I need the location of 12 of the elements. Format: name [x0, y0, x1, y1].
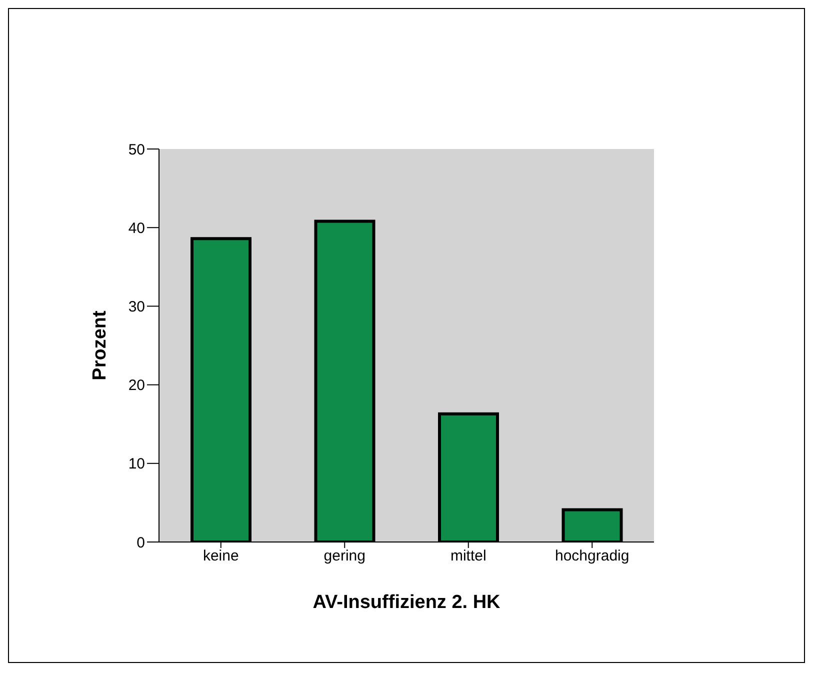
y-axis-title: Prozent [90, 310, 111, 380]
x-axis-title: AV-Insuffizienz 2. HK [312, 592, 501, 613]
x-tick-label: mittel [450, 548, 486, 565]
x-tick-label: keine [202, 548, 239, 565]
y-tick-label: 30 [128, 298, 145, 316]
y-tick-label: 10 [128, 456, 145, 473]
y-tick-label: 50 [128, 141, 145, 158]
y-tick-label: 40 [128, 220, 145, 237]
y-tick-label: 0 [136, 534, 145, 552]
x-tick-label: gering [324, 548, 366, 565]
y-tick-label: 20 [128, 377, 145, 394]
x-tick-label: hochgradig [555, 548, 630, 565]
